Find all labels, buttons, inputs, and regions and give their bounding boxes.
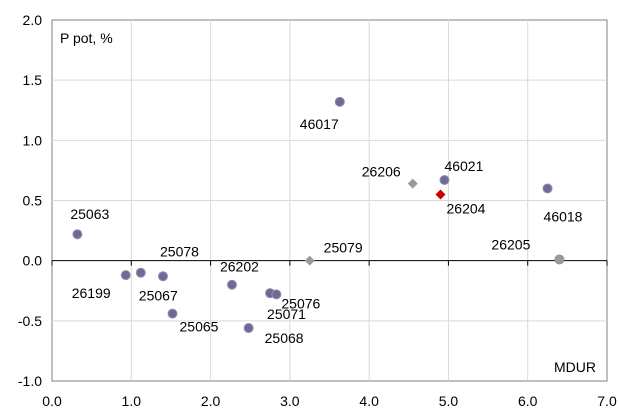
data-point-26202 xyxy=(226,279,237,290)
y-tick-label: 0.5 xyxy=(23,193,43,209)
point-label-26202: 26202 xyxy=(220,259,259,275)
data-point-26205 xyxy=(554,254,565,265)
x-tick-label: 7.0 xyxy=(597,393,617,409)
data-point-25065 xyxy=(167,308,178,319)
data-point-25078 xyxy=(158,271,168,282)
data-point-46017 xyxy=(334,96,345,107)
point-label-46017: 46017 xyxy=(300,116,339,132)
y-tick-label: 1.0 xyxy=(23,132,43,148)
point-label-26206: 26206 xyxy=(362,164,401,180)
data-point-25079 xyxy=(304,255,315,266)
data-points xyxy=(72,96,565,334)
y-axis-title: P pot, % xyxy=(60,30,113,46)
data-point-46018 xyxy=(542,183,553,194)
data-point-26206 xyxy=(407,178,418,189)
x-tick-label: 3.0 xyxy=(280,393,300,409)
point-label-26204: 26204 xyxy=(447,200,486,216)
point-label-46021: 46021 xyxy=(444,158,483,174)
x-tick-label: 2.0 xyxy=(201,393,221,409)
point-label-25078: 25078 xyxy=(160,243,199,259)
point-label-25068: 25068 xyxy=(265,330,304,346)
point-label-46018: 46018 xyxy=(544,208,583,224)
point-label-25067: 25067 xyxy=(139,288,178,304)
x-axis-title: MDUR xyxy=(554,359,596,375)
data-point-25068 xyxy=(243,323,254,334)
point-label-25076: 25076 xyxy=(281,295,320,311)
point-label-25071: 25071 xyxy=(267,306,306,322)
x-tick-label: 1.0 xyxy=(122,393,142,409)
tick-labels: 0.0 1.0 2.0 3.0 4.0 5.0 6.0 7.0 -1.0 -0.5 0.0 0.5 1.… xyxy=(18,12,617,409)
data-point-25076 xyxy=(271,289,282,300)
x-tick-label: 6.0 xyxy=(518,393,538,409)
point-label-26199: 26199 xyxy=(72,285,111,301)
grid xyxy=(52,20,607,381)
x-tick-label: 5.0 xyxy=(439,393,459,409)
y-tick-label: 1.5 xyxy=(23,72,43,88)
data-point-46021 xyxy=(439,175,450,186)
y-tick-label: 2.0 xyxy=(23,12,43,28)
axes xyxy=(51,260,608,266)
data-point-25067 xyxy=(135,267,146,278)
y-tick-label: -1.0 xyxy=(18,373,42,389)
point-label-26205: 26205 xyxy=(491,236,530,252)
point-label-25065: 25065 xyxy=(180,319,219,335)
point-label-25063: 25063 xyxy=(70,206,109,222)
data-point-25063 xyxy=(72,229,83,240)
y-tick-label: 0.0 xyxy=(23,253,43,269)
y-tick-label: -0.5 xyxy=(18,313,42,329)
data-point-26199 xyxy=(120,270,131,281)
data-point-26204 xyxy=(435,189,446,200)
x-tick-label: 4.0 xyxy=(359,393,379,409)
x-tick-label: 0.0 xyxy=(42,393,62,409)
point-label-25079: 25079 xyxy=(324,240,363,256)
